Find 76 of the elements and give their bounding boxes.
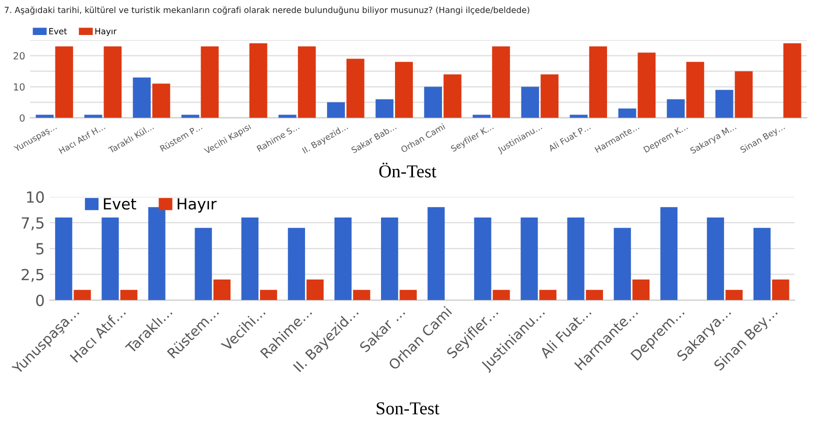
y-tick-label: 10 [27, 191, 44, 203]
y-tick-label: 7,5 [22, 217, 44, 230]
bar [586, 290, 603, 300]
bar [589, 46, 608, 118]
bar [181, 114, 200, 118]
bar [632, 280, 650, 300]
y-tick-label: 0 [36, 294, 44, 306]
bar [102, 218, 119, 300]
legend-label: Evet [49, 28, 67, 34]
bar [539, 290, 556, 300]
bar [400, 290, 417, 300]
bar [249, 43, 268, 118]
x-tick-label: Hacı Atıf H… [58, 123, 106, 154]
bar [194, 228, 212, 300]
bar [520, 218, 538, 300]
bar [213, 280, 231, 300]
bar [298, 46, 316, 118]
bar [55, 46, 74, 118]
bar [424, 86, 442, 118]
bar [306, 280, 324, 300]
bar [381, 218, 398, 300]
text: Son-Test [376, 402, 440, 414]
bar [638, 52, 656, 118]
text: Ön-Test [379, 162, 436, 178]
bar [783, 43, 802, 118]
bar [492, 290, 510, 300]
bar [278, 114, 296, 118]
bar [521, 86, 540, 118]
bar [540, 74, 558, 118]
bar [614, 228, 631, 300]
bar [55, 218, 72, 300]
bar [104, 46, 122, 118]
bar [706, 218, 724, 300]
bar [346, 58, 364, 118]
bar [444, 74, 462, 118]
bar [753, 228, 771, 300]
y-tick-label: 20 [14, 52, 25, 60]
bar [618, 108, 636, 118]
bar [260, 290, 278, 300]
bar [36, 114, 54, 118]
bar [715, 90, 734, 118]
bar [492, 46, 510, 118]
bar [428, 207, 445, 300]
bar [772, 280, 790, 300]
bar [472, 114, 491, 118]
bar [200, 46, 219, 118]
bar [241, 218, 258, 300]
bar [120, 290, 138, 300]
chart-title: 7. Aşağıdaki tarihi, kültürel ve turistik mekanların coğrafi olarak nerede bulunduğunu biliyor musunuz? (Hangi ilçede/beldede) [4, 6, 530, 15]
bar [734, 71, 753, 118]
bar [132, 77, 151, 118]
bar [334, 218, 352, 300]
bar [84, 114, 102, 118]
bar [148, 207, 166, 300]
bar [570, 114, 588, 118]
bar [474, 218, 492, 300]
y-tick-label: 10 [14, 83, 25, 91]
bar [327, 102, 345, 118]
bar [726, 290, 743, 300]
y-tick-label: 5 [36, 243, 44, 255]
x-tick-label: Ali Fuat P… [548, 123, 591, 152]
bar [353, 290, 370, 300]
bar [686, 62, 704, 118]
bar [288, 228, 306, 300]
bar [74, 290, 91, 300]
bar [376, 99, 394, 118]
bar [567, 218, 584, 300]
y-tick-label: 2,5 [22, 268, 44, 282]
legend-label: Hayır [95, 28, 117, 36]
bar [660, 207, 678, 300]
y-tick-label: 0 [20, 114, 25, 122]
bar [666, 99, 685, 118]
bar [395, 62, 413, 118]
bar [152, 84, 170, 118]
legend-label: Hayır [178, 198, 217, 213]
legend-label: Evet [104, 198, 136, 210]
